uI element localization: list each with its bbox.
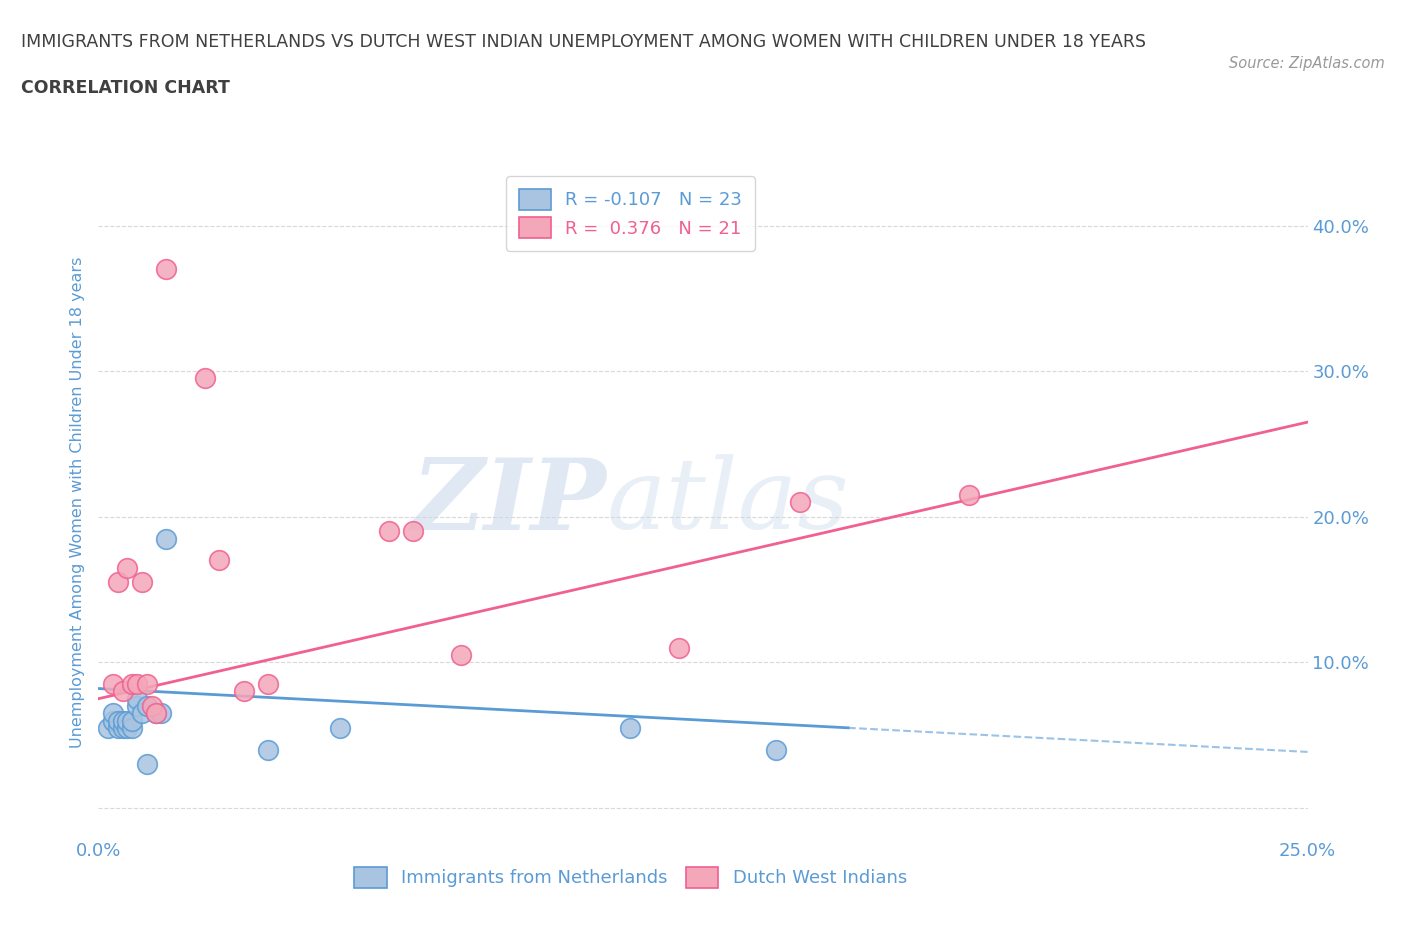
Y-axis label: Unemployment Among Women with Children Under 18 years: Unemployment Among Women with Children U… [70,257,86,748]
Point [97,721,120,736]
Point [111,684,134,698]
Point [111,713,134,728]
Point [135,677,157,692]
Point [127,698,149,713]
Legend: Immigrants from Netherlands, Dutch West Indians: Immigrants from Netherlands, Dutch West … [347,859,914,895]
Point [101,713,124,728]
Point [208,553,231,568]
Point [789,495,811,510]
Point [150,706,173,721]
Point [141,698,163,713]
Point [135,698,157,713]
Point [107,575,129,590]
Point [101,706,124,721]
Point [101,677,124,692]
Point [121,713,143,728]
Point [117,713,139,728]
Point [117,721,139,736]
Point [402,524,425,538]
Point [232,684,254,698]
Point [668,641,690,656]
Point [145,706,167,721]
Point [117,560,139,575]
Point [619,721,641,736]
Point [256,677,278,692]
Point [957,487,980,502]
Point [377,524,399,538]
Point [155,262,177,277]
Point [131,575,153,590]
Point [127,691,149,706]
Point [329,721,352,736]
Point [194,371,217,386]
Point [131,706,153,721]
Text: Source: ZipAtlas.com: Source: ZipAtlas.com [1229,56,1385,71]
Point [765,742,787,757]
Point [107,721,129,736]
Text: atlas: atlas [606,455,849,550]
Point [111,721,134,736]
Point [121,721,143,736]
Point [155,531,177,546]
Point [121,677,143,692]
Point [127,677,149,692]
Text: ZIP: ZIP [412,454,606,551]
Point [107,713,129,728]
Point [145,706,167,721]
Text: CORRELATION CHART: CORRELATION CHART [21,79,231,97]
Point [450,647,472,662]
Text: IMMIGRANTS FROM NETHERLANDS VS DUTCH WEST INDIAN UNEMPLOYMENT AMONG WOMEN WITH C: IMMIGRANTS FROM NETHERLANDS VS DUTCH WES… [21,33,1146,50]
Point [135,757,157,772]
Point [256,742,278,757]
